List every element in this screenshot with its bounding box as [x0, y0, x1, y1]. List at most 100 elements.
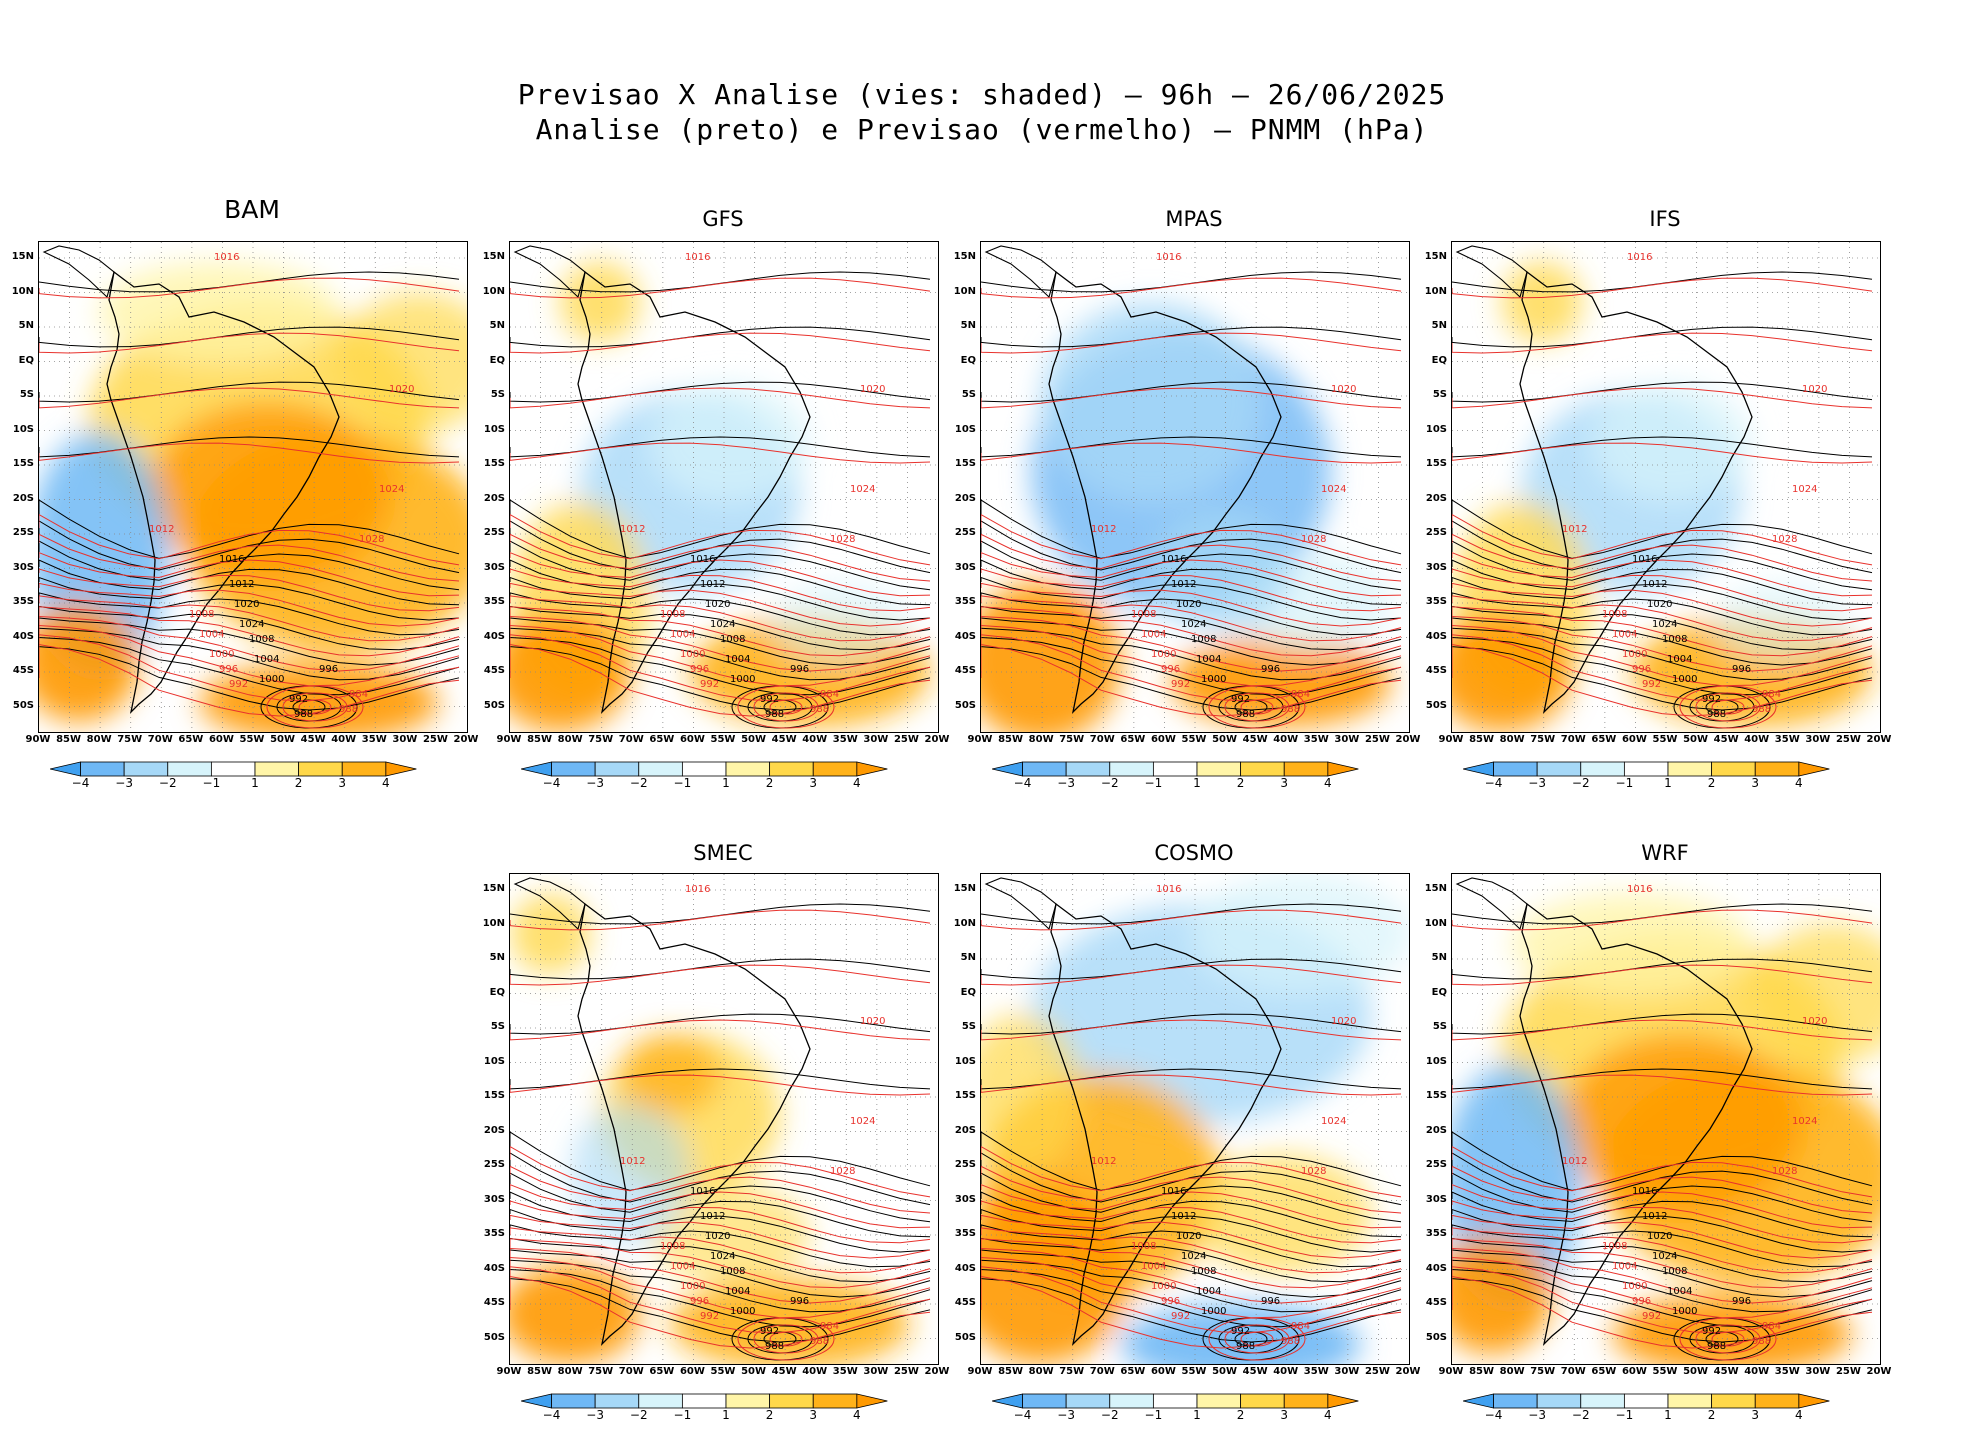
isobar [510, 964, 931, 986]
isobar [1452, 332, 1873, 354]
forecast-isobars [510, 277, 931, 729]
bias-area [510, 1264, 640, 1364]
colorbar-label: −1 [1144, 776, 1163, 790]
isobar [981, 514, 1402, 566]
longitude-label: 45W [1713, 734, 1739, 745]
latitude-label: 5N [960, 320, 976, 331]
latitude-label: 25S [483, 1159, 505, 1170]
latitude-label: 35S [483, 596, 505, 607]
latitude-label: 5S [1432, 1021, 1447, 1032]
longitude-label: 80W [1028, 734, 1054, 745]
longitude-label: 60W [679, 734, 705, 745]
latitude-label: 50S [1425, 699, 1447, 711]
isobar [510, 1224, 931, 1268]
isobar [981, 646, 1402, 711]
forecast-contour-label: 1016 [685, 252, 710, 263]
isobar [981, 643, 1402, 717]
forecast-contour-label: 992 [1171, 1311, 1190, 1322]
analysis-contour-label: 1008 [1662, 1266, 1687, 1277]
latitude-label: 10N [1424, 285, 1447, 297]
isobar [39, 442, 460, 464]
map-svg: 1016 1012 1020 1024 1008 1004 1000 996 992 988 101… [981, 242, 1409, 732]
longitude-label: 20W [1866, 1366, 1892, 1377]
isobar [510, 559, 931, 606]
latitude-label: 20S [483, 1124, 505, 1136]
longitude-label: 70W [1560, 734, 1586, 745]
isobar [1452, 964, 1873, 986]
analysis-contour-label: 1008 [720, 1266, 745, 1277]
colorbar-label: −2 [158, 776, 177, 790]
analysis-contour-label: 1016 [1161, 554, 1186, 565]
colorbar-segment [1798, 1393, 1830, 1409]
latitude-label: 35S [954, 596, 976, 607]
latitude-label: 10N [953, 285, 976, 297]
latitude-label: 15N [11, 251, 34, 262]
latitude-label: 20S [483, 492, 505, 504]
isobar [510, 1019, 931, 1041]
isobar [510, 1191, 931, 1238]
forecast-contour-label: 1004 [199, 629, 224, 640]
colorbar-segment [1667, 1393, 1713, 1409]
colorbar-segment [167, 761, 212, 777]
colorbar-label: −3 [586, 776, 604, 790]
forecast-contour-label: 1004 [1612, 1261, 1637, 1272]
forecast-contour-label: 992 [700, 679, 719, 690]
forecast-contour-label: 1008 [660, 1241, 685, 1252]
colorbar-label: 4 [382, 776, 390, 790]
colorbar-label: 4 [853, 776, 861, 790]
isobar [1452, 381, 1873, 403]
colorbar-label: 4 [1795, 1408, 1803, 1422]
isobar [510, 909, 931, 931]
forecast-contour-label: 1004 [1141, 629, 1166, 640]
forecast-contour-label: 992 [1171, 679, 1190, 690]
longitude-label: 85W [1469, 734, 1495, 745]
colorbar-label: 3 [1751, 1408, 1760, 1422]
longitude-label: 45W [771, 734, 797, 745]
analysis-contour-label: 1004 [725, 1286, 750, 1297]
latitude-label: 5S [961, 389, 976, 400]
forecast-contour-label: 1012 [620, 524, 645, 535]
forecast-contour-label: 984 [1762, 689, 1781, 700]
analysis-contour-label: 1008 [1191, 634, 1216, 645]
analysis-contour-label: 1020 [234, 599, 259, 610]
forecast-contour-label: 1020 [860, 1016, 885, 1027]
isobar [981, 271, 1402, 293]
colorbar-label: 1 [1193, 1408, 1201, 1422]
isobar [981, 615, 1402, 672]
colorbar [991, 761, 1402, 781]
analysis-contour-label: 1008 [249, 634, 274, 645]
isobar [1452, 277, 1873, 299]
longitude-label: 75W [1530, 734, 1556, 745]
colorbar-label: 1 [251, 776, 259, 790]
isobar [510, 1146, 931, 1198]
isobar [39, 646, 460, 711]
colorbar-label: −4 [1484, 1408, 1503, 1422]
colorbar-label: −1 [1615, 776, 1634, 790]
colorbar-segment [638, 1393, 683, 1409]
latitude-label: 15N [1424, 251, 1447, 262]
longitude-label: 70W [1089, 1366, 1115, 1377]
low-pressure-contour [753, 1324, 819, 1354]
isobar [981, 964, 1402, 986]
forecast-contour-label: 1016 [1627, 252, 1652, 263]
isobar [510, 1165, 931, 1214]
latitude-label: 15S [483, 1090, 505, 1101]
longitude-label: 80W [557, 734, 583, 745]
forecast-contour-label: 1028 [1772, 534, 1797, 545]
analysis-isobars [981, 903, 1402, 1361]
isobar [510, 582, 931, 627]
colorbar-segment [638, 761, 683, 777]
colorbar-segment [1493, 761, 1538, 777]
longitude-label: 30W [863, 1366, 889, 1377]
longitude-label: 75W [588, 1366, 614, 1377]
isobar [1452, 1074, 1873, 1096]
latitude-label: 50S [483, 699, 505, 711]
isobar [510, 332, 931, 354]
longitude-label: 50W [270, 734, 296, 745]
longitude-label: 80W [1499, 1366, 1525, 1377]
colorbar-label: 3 [338, 776, 347, 790]
colorbar-segment [1109, 761, 1154, 777]
colorbar-segment [1196, 761, 1242, 777]
forecast-contour-label: 1004 [670, 629, 695, 640]
analysis-contour-label: 1000 [259, 674, 284, 685]
